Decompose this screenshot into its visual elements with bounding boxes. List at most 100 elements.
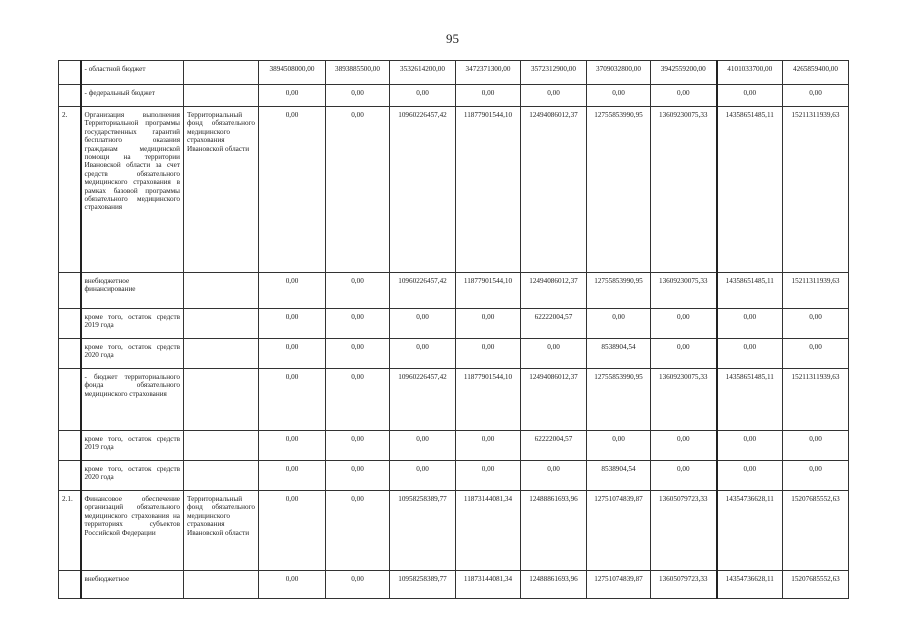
value-cell: 0,00 — [715, 308, 783, 339]
value-cell: 15211311939,63 — [782, 272, 849, 309]
value-cell: 13609230075,33 — [650, 368, 717, 431]
value-cell: 0,00 — [325, 308, 390, 339]
row-executor — [183, 430, 259, 461]
row-name: кроме того, остаток средств 2019 года — [79, 308, 184, 339]
value-cell: 15207685552,63 — [782, 490, 849, 571]
row-executor — [183, 308, 259, 339]
value-cell: 0,00 — [325, 338, 390, 369]
value-cell: 0,00 — [258, 570, 326, 599]
value-cell: 12755853990,95 — [586, 106, 651, 273]
value-cell: 12488861693,96 — [520, 570, 587, 599]
value-cell: 12488861693,96 — [520, 490, 587, 571]
value-cell: 0,00 — [258, 338, 326, 369]
value-cell: 12755853990,95 — [586, 368, 651, 431]
table-row: кроме того, остаток средств 2020 года 0,0… — [58, 460, 849, 491]
row-name: Организация выполнения Территориальной п… — [79, 106, 184, 273]
row-number: 2. — [58, 106, 81, 273]
row-executor: Территориальный фонд обязательного медиц… — [183, 106, 259, 273]
value-cell: 0,00 — [455, 430, 521, 461]
value-cell: 0,00 — [782, 84, 849, 107]
value-cell: 0,00 — [258, 84, 326, 107]
row-number — [58, 308, 81, 339]
value-cell: 0,00 — [258, 308, 326, 339]
value-cell: 0,00 — [782, 430, 849, 461]
row-number — [58, 84, 81, 107]
value-cell: 62222004,57 — [520, 430, 587, 461]
value-cell: 12494086012,37 — [520, 272, 587, 309]
value-cell: 11877901544,10 — [455, 272, 521, 309]
table-row: кроме того, остаток средств 2019 года 0,0… — [58, 430, 849, 461]
value-cell: 10958258389,77 — [389, 570, 456, 599]
value-cell: 10958258389,77 — [389, 490, 456, 571]
row-executor: Территориальный фонд обязательного медиц… — [183, 490, 259, 571]
value-cell: 14358651485,11 — [715, 368, 783, 431]
value-cell: 0,00 — [389, 84, 456, 107]
row-number — [58, 460, 81, 491]
row-name: - федеральный бюджет — [79, 84, 184, 107]
row-number — [58, 60, 81, 85]
value-cell: 3942559200,00 — [650, 60, 717, 85]
value-cell: 0,00 — [715, 338, 783, 369]
value-cell: 0,00 — [389, 460, 456, 491]
row-executor — [183, 460, 259, 491]
table-row: - бюджет территориального фонда обязател… — [58, 368, 849, 431]
row-name: кроме того, остаток средств 2019 года — [79, 430, 184, 461]
value-cell: 0,00 — [650, 308, 717, 339]
value-cell: 0,00 — [258, 490, 326, 571]
row-number — [58, 430, 81, 461]
table-row: - федеральный бюджет 0,00 0,00 0,00 0,00 0,00… — [58, 84, 849, 107]
value-cell: 3894508000,00 — [258, 60, 326, 85]
value-cell: 10960226457,42 — [389, 106, 456, 273]
row-number — [58, 570, 81, 599]
value-cell: 13605079723,33 — [650, 570, 717, 599]
value-cell: 3472371300,00 — [455, 60, 521, 85]
value-cell: 0,00 — [782, 338, 849, 369]
value-cell: 12494086012,37 — [520, 368, 587, 431]
value-cell: 0,00 — [389, 308, 456, 339]
value-cell: 0,00 — [325, 490, 390, 571]
row-name: - областной бюджет — [79, 60, 184, 85]
value-cell: 3893885500,00 — [325, 60, 390, 85]
value-cell: 0,00 — [520, 84, 587, 107]
value-cell: 0,00 — [325, 460, 390, 491]
row-executor — [183, 368, 259, 431]
table-row: внебюджетное финансирование 0,00 0,00 10960… — [58, 272, 849, 309]
value-cell: 0,00 — [325, 106, 390, 273]
value-cell: 11873144081,34 — [455, 570, 521, 599]
row-executor — [183, 338, 259, 369]
table-row: 2. Организация выполнения Территориальной… — [58, 106, 849, 273]
row-name: Финансовое обеспечение организаций обяза… — [79, 490, 184, 571]
value-cell: 0,00 — [258, 368, 326, 431]
value-cell: 0,00 — [325, 84, 390, 107]
value-cell: 0,00 — [586, 430, 651, 461]
value-cell: 13609230075,33 — [650, 272, 717, 309]
value-cell: 0,00 — [586, 84, 651, 107]
value-cell: 0,00 — [782, 460, 849, 491]
value-cell: 4101033700,00 — [715, 60, 783, 85]
value-cell: 0,00 — [325, 272, 390, 309]
row-name: внебюджетное — [79, 570, 184, 599]
value-cell: 0,00 — [520, 338, 587, 369]
value-cell: 15211311939,63 — [782, 106, 849, 273]
row-executor — [183, 570, 259, 599]
value-cell: 11877901544,10 — [455, 106, 521, 273]
value-cell: 12494086012,37 — [520, 106, 587, 273]
value-cell: 0,00 — [715, 460, 783, 491]
row-executor — [183, 272, 259, 309]
table-row: кроме того, остаток средств 2020 года 0,0… — [58, 338, 849, 369]
row-number — [58, 338, 81, 369]
page-number: 95 — [446, 31, 459, 46]
value-cell: 13605079723,33 — [650, 490, 717, 571]
value-cell: 15211311939,63 — [782, 368, 849, 431]
value-cell: 0,00 — [520, 460, 587, 491]
value-cell: 3572312900,00 — [520, 60, 587, 85]
value-cell: 10960226457,42 — [389, 272, 456, 309]
value-cell: 0,00 — [258, 460, 326, 491]
value-cell: 0,00 — [325, 570, 390, 599]
value-cell: 11877901544,10 — [455, 368, 521, 431]
table-row: внебюджетное 0,00 0,00 10958258389,77 118731… — [58, 570, 849, 599]
value-cell: 13609230075,33 — [650, 106, 717, 273]
value-cell: 62222004,57 — [520, 308, 587, 339]
value-cell: 12751074839,87 — [586, 570, 651, 599]
value-cell: 14358651485,11 — [715, 106, 783, 273]
